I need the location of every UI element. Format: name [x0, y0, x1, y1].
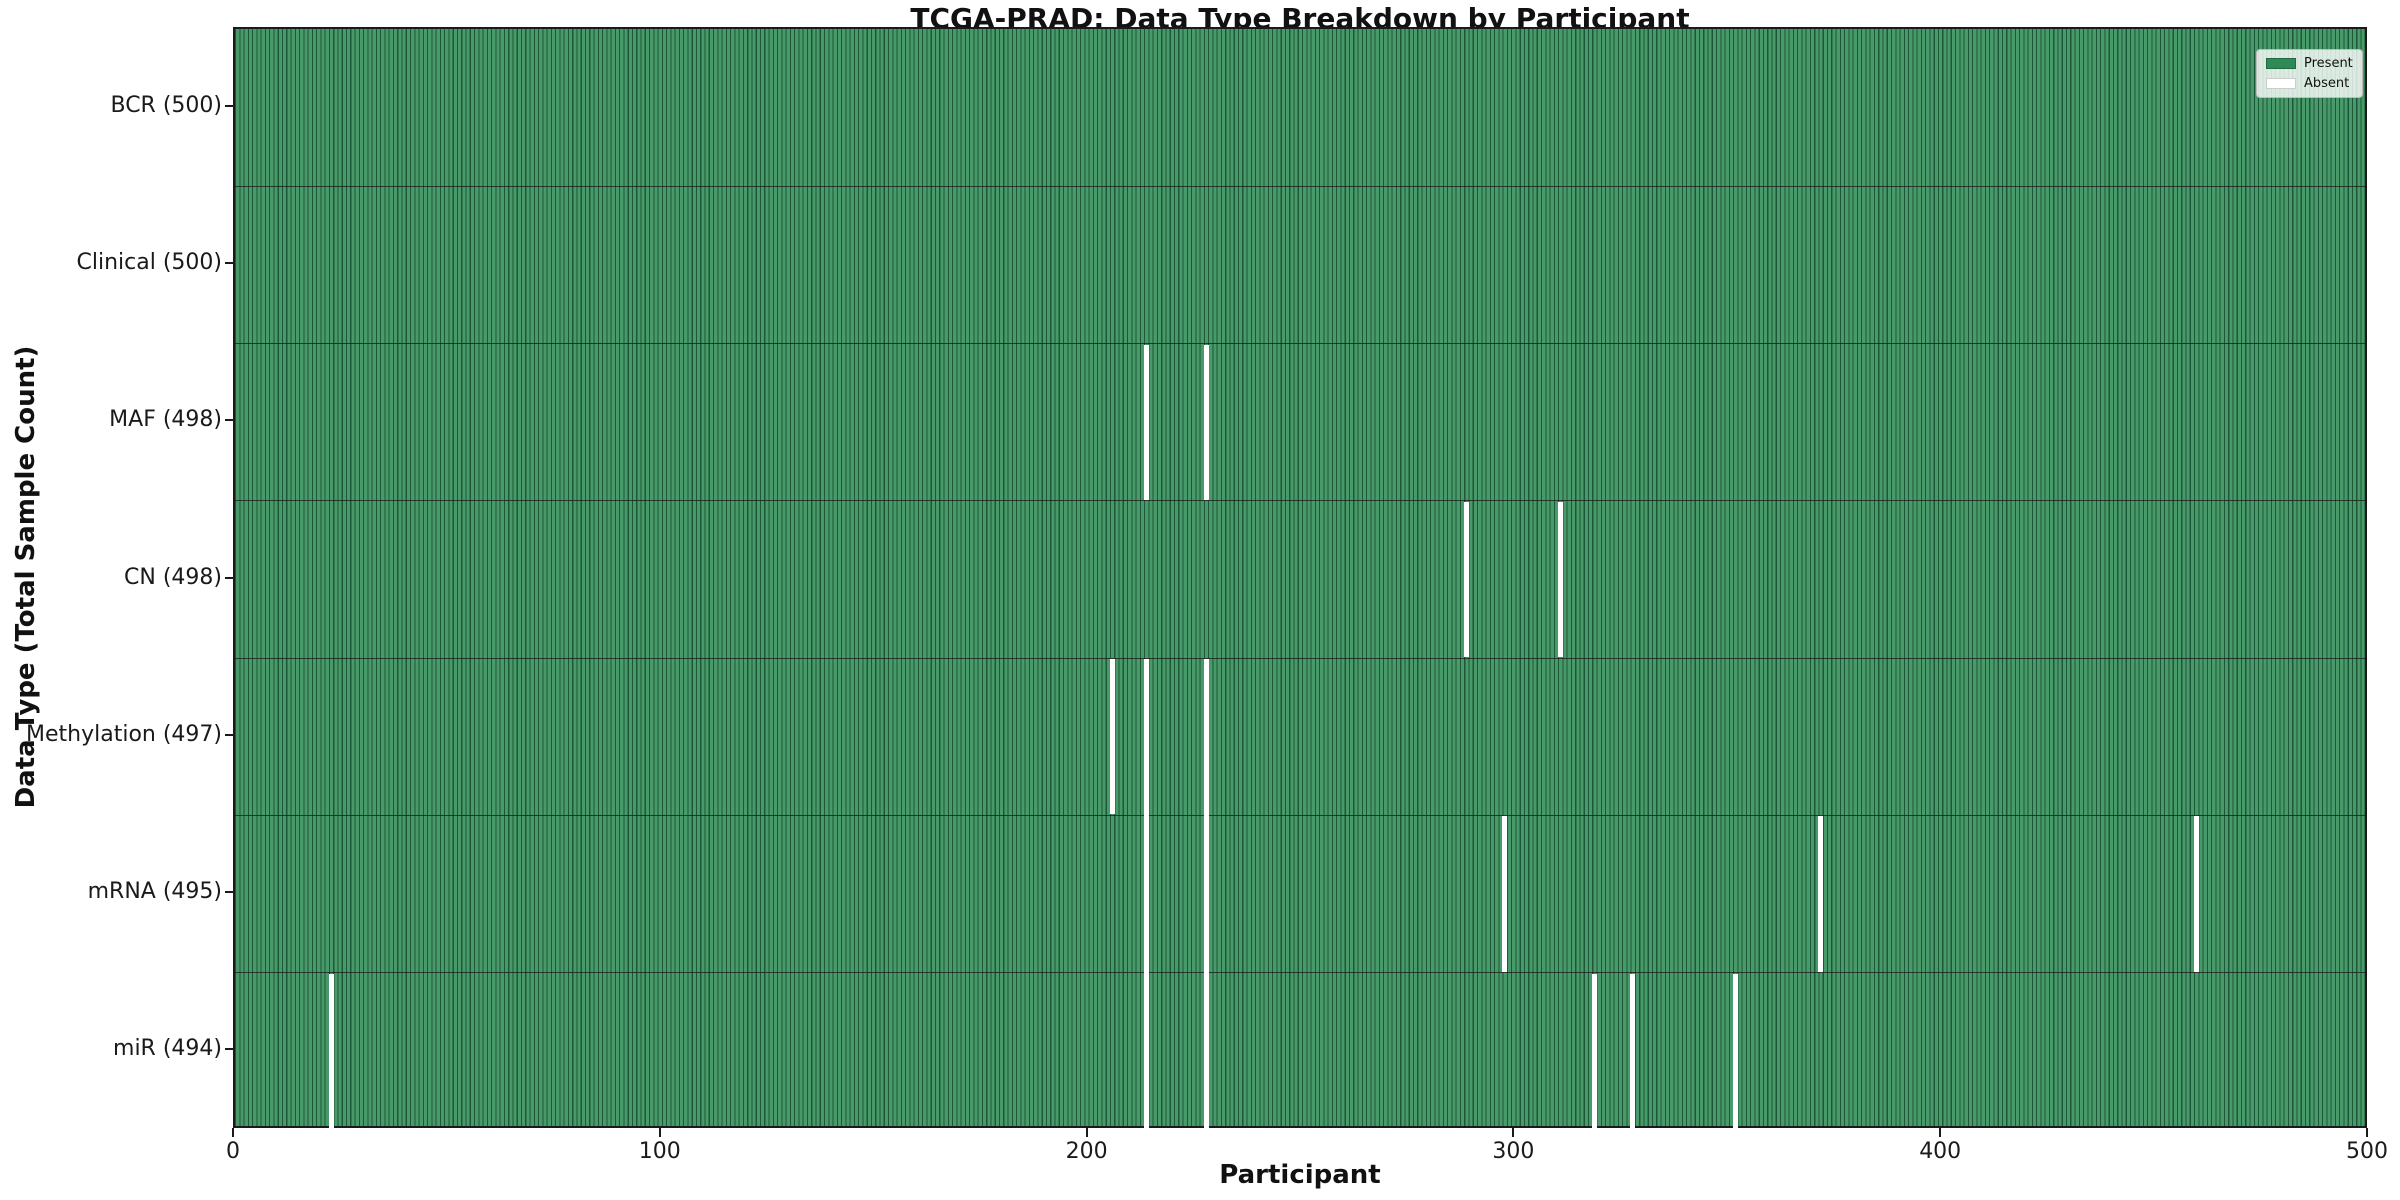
present-swatch-icon: [2266, 58, 2296, 69]
y-tick-label: CN (498): [124, 564, 222, 590]
absent-bar: [1203, 659, 1209, 1129]
y-tick-label: Methylation (497): [26, 721, 222, 747]
x-tick-label: 300: [1492, 1139, 1535, 1164]
absent-bar: [1109, 659, 1115, 815]
x-tick-mark: [232, 1128, 234, 1137]
absent-bar: [1591, 973, 1597, 1129]
y-tick-mark: [225, 261, 233, 264]
y-tick-label: mRNA (495): [87, 879, 222, 905]
y-tick-mark: [225, 733, 233, 736]
absent-bar: [1143, 344, 1149, 500]
y-tick-label: MAF (498): [109, 407, 222, 433]
absent-bar: [1502, 816, 1508, 972]
row-divider: [235, 185, 2365, 187]
row-divider: [235, 814, 2365, 816]
absent-bar: [1818, 816, 1824, 972]
legend-item-present: Present: [2266, 56, 2353, 71]
row-divider: [235, 500, 2365, 502]
x-tick-mark: [2366, 1128, 2368, 1137]
absent-bar: [1732, 973, 1738, 1129]
absent-bar: [2193, 816, 2199, 972]
absent-bar: [1203, 344, 1209, 500]
legend-label-absent: Absent: [2304, 76, 2350, 91]
legend-item-absent: Absent: [2266, 76, 2353, 91]
x-tick-mark: [1085, 1128, 1088, 1137]
absent-bar: [1463, 501, 1469, 658]
x-tick-mark: [1512, 1128, 1515, 1137]
y-tick-label: miR (494): [113, 1036, 222, 1062]
x-axis-title: Participant: [1219, 1160, 1381, 1190]
y-tick-mark: [225, 576, 233, 579]
x-tick-label: 200: [1065, 1139, 1108, 1164]
row-divider: [235, 343, 2365, 345]
y-tick-label: BCR (500): [110, 92, 222, 118]
row-divider: [235, 972, 2365, 974]
absent-bar: [1143, 659, 1149, 1129]
y-tick-mark: [225, 419, 233, 422]
x-tick-label: 0: [226, 1139, 240, 1164]
y-tick-mark: [225, 1048, 233, 1051]
x-tick-mark: [1939, 1128, 1942, 1137]
legend: Present Absent: [2256, 49, 2363, 98]
x-tick-mark: [658, 1128, 661, 1137]
legend-label-present: Present: [2304, 56, 2353, 71]
y-tick-mark: [225, 104, 233, 107]
x-tick-label: 100: [638, 1139, 681, 1164]
absent-swatch-icon: [2266, 78, 2296, 89]
y-tick-mark: [225, 891, 233, 894]
absent-bar: [1630, 973, 1636, 1129]
y-tick-label: Clinical (500): [76, 249, 222, 275]
absent-bar: [328, 973, 334, 1129]
x-tick-label: 500: [2346, 1139, 2388, 1164]
row-divider: [235, 657, 2365, 659]
absent-bar: [1557, 501, 1563, 658]
plot-area: [233, 27, 2367, 1129]
x-tick-label: 400: [1919, 1139, 1962, 1164]
